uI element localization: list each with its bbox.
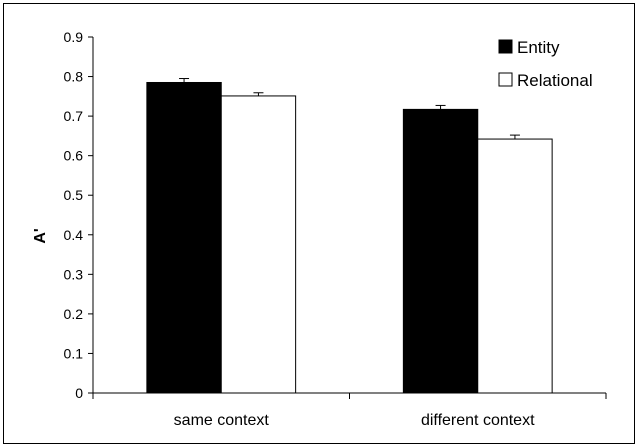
- x-tick-label: different context: [421, 412, 535, 429]
- y-tick-label: 0.4: [64, 227, 84, 243]
- legend-label-entity: Entity: [517, 38, 560, 57]
- legend-swatch-entity: [498, 39, 513, 54]
- y-tick-label: 0.5: [64, 187, 84, 203]
- legend-label-relational: Relational: [517, 71, 593, 90]
- y-tick-label: 0: [75, 385, 83, 401]
- bar-relational-1: [220, 95, 297, 394]
- y-tick-label: 0.8: [64, 69, 84, 85]
- x-tick-label: same context: [174, 412, 270, 429]
- bar-entity-2: [402, 108, 479, 394]
- y-tick-label: 0.3: [64, 266, 84, 282]
- y-tick-label: 0.1: [64, 345, 84, 361]
- y-tick-label: 0.6: [64, 148, 84, 164]
- bars: [146, 78, 553, 394]
- y-tick-label: 0.9: [64, 29, 84, 45]
- legend: Entity Relational: [498, 38, 593, 90]
- y-axis-label: A': [32, 228, 49, 243]
- bar-relational-2: [477, 138, 553, 394]
- legend-swatch-relational: [498, 72, 513, 87]
- y-tick-label: 0.2: [64, 306, 84, 322]
- y-tick-label: 0.7: [64, 108, 84, 124]
- bar-entity-1: [146, 81, 222, 394]
- x-axis: same context different context: [92, 392, 607, 429]
- y-axis: 0 0.1 0.2 0.3 0.4 0.5 0.6 0.7 0.8 0.9: [64, 29, 94, 401]
